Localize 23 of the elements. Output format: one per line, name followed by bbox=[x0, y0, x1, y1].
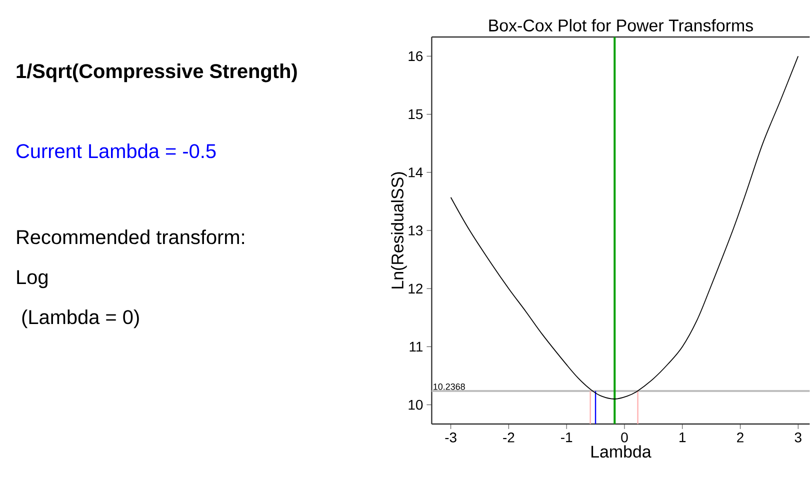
x-tick-label: 2 bbox=[737, 432, 744, 442]
text: Recommended transform: bbox=[17, 230, 244, 244]
y-tick-label: 10 bbox=[408, 400, 423, 410]
y-tick-label: 15 bbox=[408, 109, 423, 120]
x-tick-label: -1 bbox=[561, 432, 572, 442]
y-tick-label: 12 bbox=[408, 284, 422, 294]
x-tick-label: 3 bbox=[794, 432, 802, 442]
y-axis-title: Ln(ResidualSS) bbox=[391, 172, 407, 288]
text: 1/Sqrt(Compressive Strength) bbox=[16, 64, 297, 82]
x-axis-title: Lambda bbox=[592, 445, 652, 458]
y-tick-label: 11 bbox=[410, 342, 423, 352]
x-tick-label: 0 bbox=[621, 432, 628, 442]
chart-title: Box-Cox Plot for Power Transforms bbox=[489, 19, 753, 32]
x-tick-label: -2 bbox=[503, 432, 514, 442]
x-tick-label: 1 bbox=[680, 432, 686, 442]
y-tick-label: 14 bbox=[408, 168, 423, 178]
text: Current Lambda = -0.5 bbox=[16, 144, 216, 158]
x-tick-label: -3 bbox=[445, 432, 456, 442]
ref-line-label: 10.2368 bbox=[434, 383, 465, 390]
y-tick-label: 13 bbox=[408, 226, 423, 236]
text: Log bbox=[17, 270, 48, 288]
y-tick-label: 16 bbox=[408, 51, 423, 62]
text: (Lambda = 0) bbox=[22, 310, 139, 328]
